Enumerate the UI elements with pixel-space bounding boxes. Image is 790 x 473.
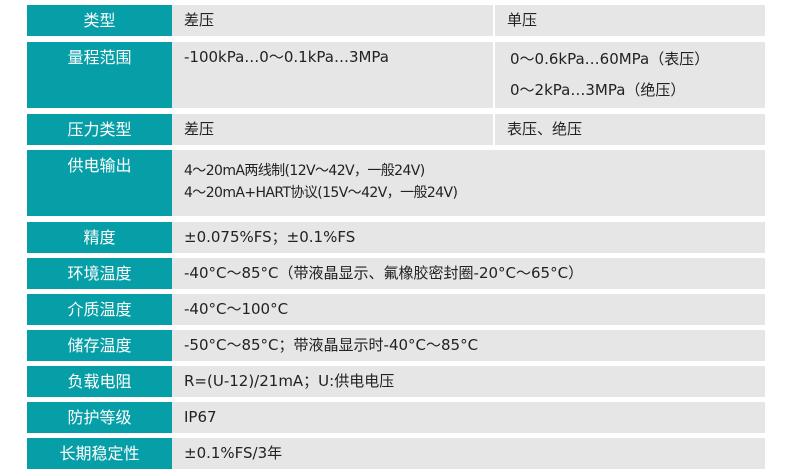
row-label: 长期稳定性: [27, 438, 172, 469]
row-label: 供电输出: [27, 150, 172, 216]
output-line: 4～20mA两线制(12V～42V，一般24V): [184, 163, 425, 179]
row-label: 防护等级: [27, 402, 172, 433]
spec-row-storage-temp: 储存温度 -50°C～85°C；带液晶显示时-40°C～85°C: [27, 330, 765, 361]
row-label: 类型: [27, 5, 172, 36]
row-value-single: 表压、绝压: [495, 114, 765, 145]
row-value-differential: 差压: [172, 114, 493, 145]
row-value: R=(U-12)/21mA；U:供电电压: [172, 366, 765, 397]
row-label: 环境温度: [27, 258, 172, 289]
spec-row-accuracy: 精度 ±0.075%FS；±0.1%FS: [27, 222, 765, 253]
row-label: 储存温度: [27, 330, 172, 361]
row-value: IP67: [172, 402, 765, 433]
row-value: -40°C～85°C（带液晶显示、氟橡胶密封圈-20°C～65°C）: [172, 258, 765, 289]
gauge-range: 0～0.6kPa…60MPa（表压）: [510, 50, 710, 68]
row-label: 负载电阻: [27, 366, 172, 397]
spec-row-protection: 防护等级 IP67: [27, 402, 765, 433]
row-label: 量程范围: [27, 42, 172, 108]
row-value: -50°C～85°C；带液晶显示时-40°C～85°C: [172, 330, 765, 361]
row-value: 4～20mA两线制(12V～42V，一般24V) 4～20mA+HART协议(1…: [172, 150, 765, 216]
row-value-differential: -100kPa…0～0.1kPa…3MPa: [172, 42, 493, 108]
spec-row-type: 类型 差压 单压: [27, 5, 765, 36]
output-line: 4～20mA+HART协议(15V～42V，一般24V): [184, 185, 458, 201]
row-value-single: 单压: [495, 5, 765, 36]
spec-row-stability: 长期稳定性 ±0.1%FS/3年: [27, 438, 765, 469]
absolute-range: 0～2kPa…3MPa（绝压）: [510, 81, 686, 99]
row-value: ±0.1%FS/3年: [172, 438, 765, 469]
row-label: 压力类型: [27, 114, 172, 145]
spec-row-range: 量程范围 -100kPa…0～0.1kPa…3MPa 0～0.6kPa…60MP…: [27, 42, 765, 108]
spec-row-load-resistance: 负载电阻 R=(U-12)/21mA；U:供电电压: [27, 366, 765, 397]
spec-row-pressure-type: 压力类型 差压 表压、绝压: [27, 114, 765, 145]
spec-row-ambient-temp: 环境温度 -40°C～85°C（带液晶显示、氟橡胶密封圈-20°C～65°C）: [27, 258, 765, 289]
row-value-differential: 差压: [172, 5, 493, 36]
row-value: -40°C～100°C: [172, 294, 765, 325]
spec-row-power-output: 供电输出 4～20mA两线制(12V～42V，一般24V) 4～20mA+HAR…: [27, 150, 765, 216]
spec-row-medium-temp: 介质温度 -40°C～100°C: [27, 294, 765, 325]
row-value: ±0.075%FS；±0.1%FS: [172, 222, 765, 253]
row-label: 介质温度: [27, 294, 172, 325]
row-value-single: 0～0.6kPa…60MPa（表压） 0～2kPa…3MPa（绝压）: [495, 42, 765, 108]
row-label: 精度: [27, 222, 172, 253]
